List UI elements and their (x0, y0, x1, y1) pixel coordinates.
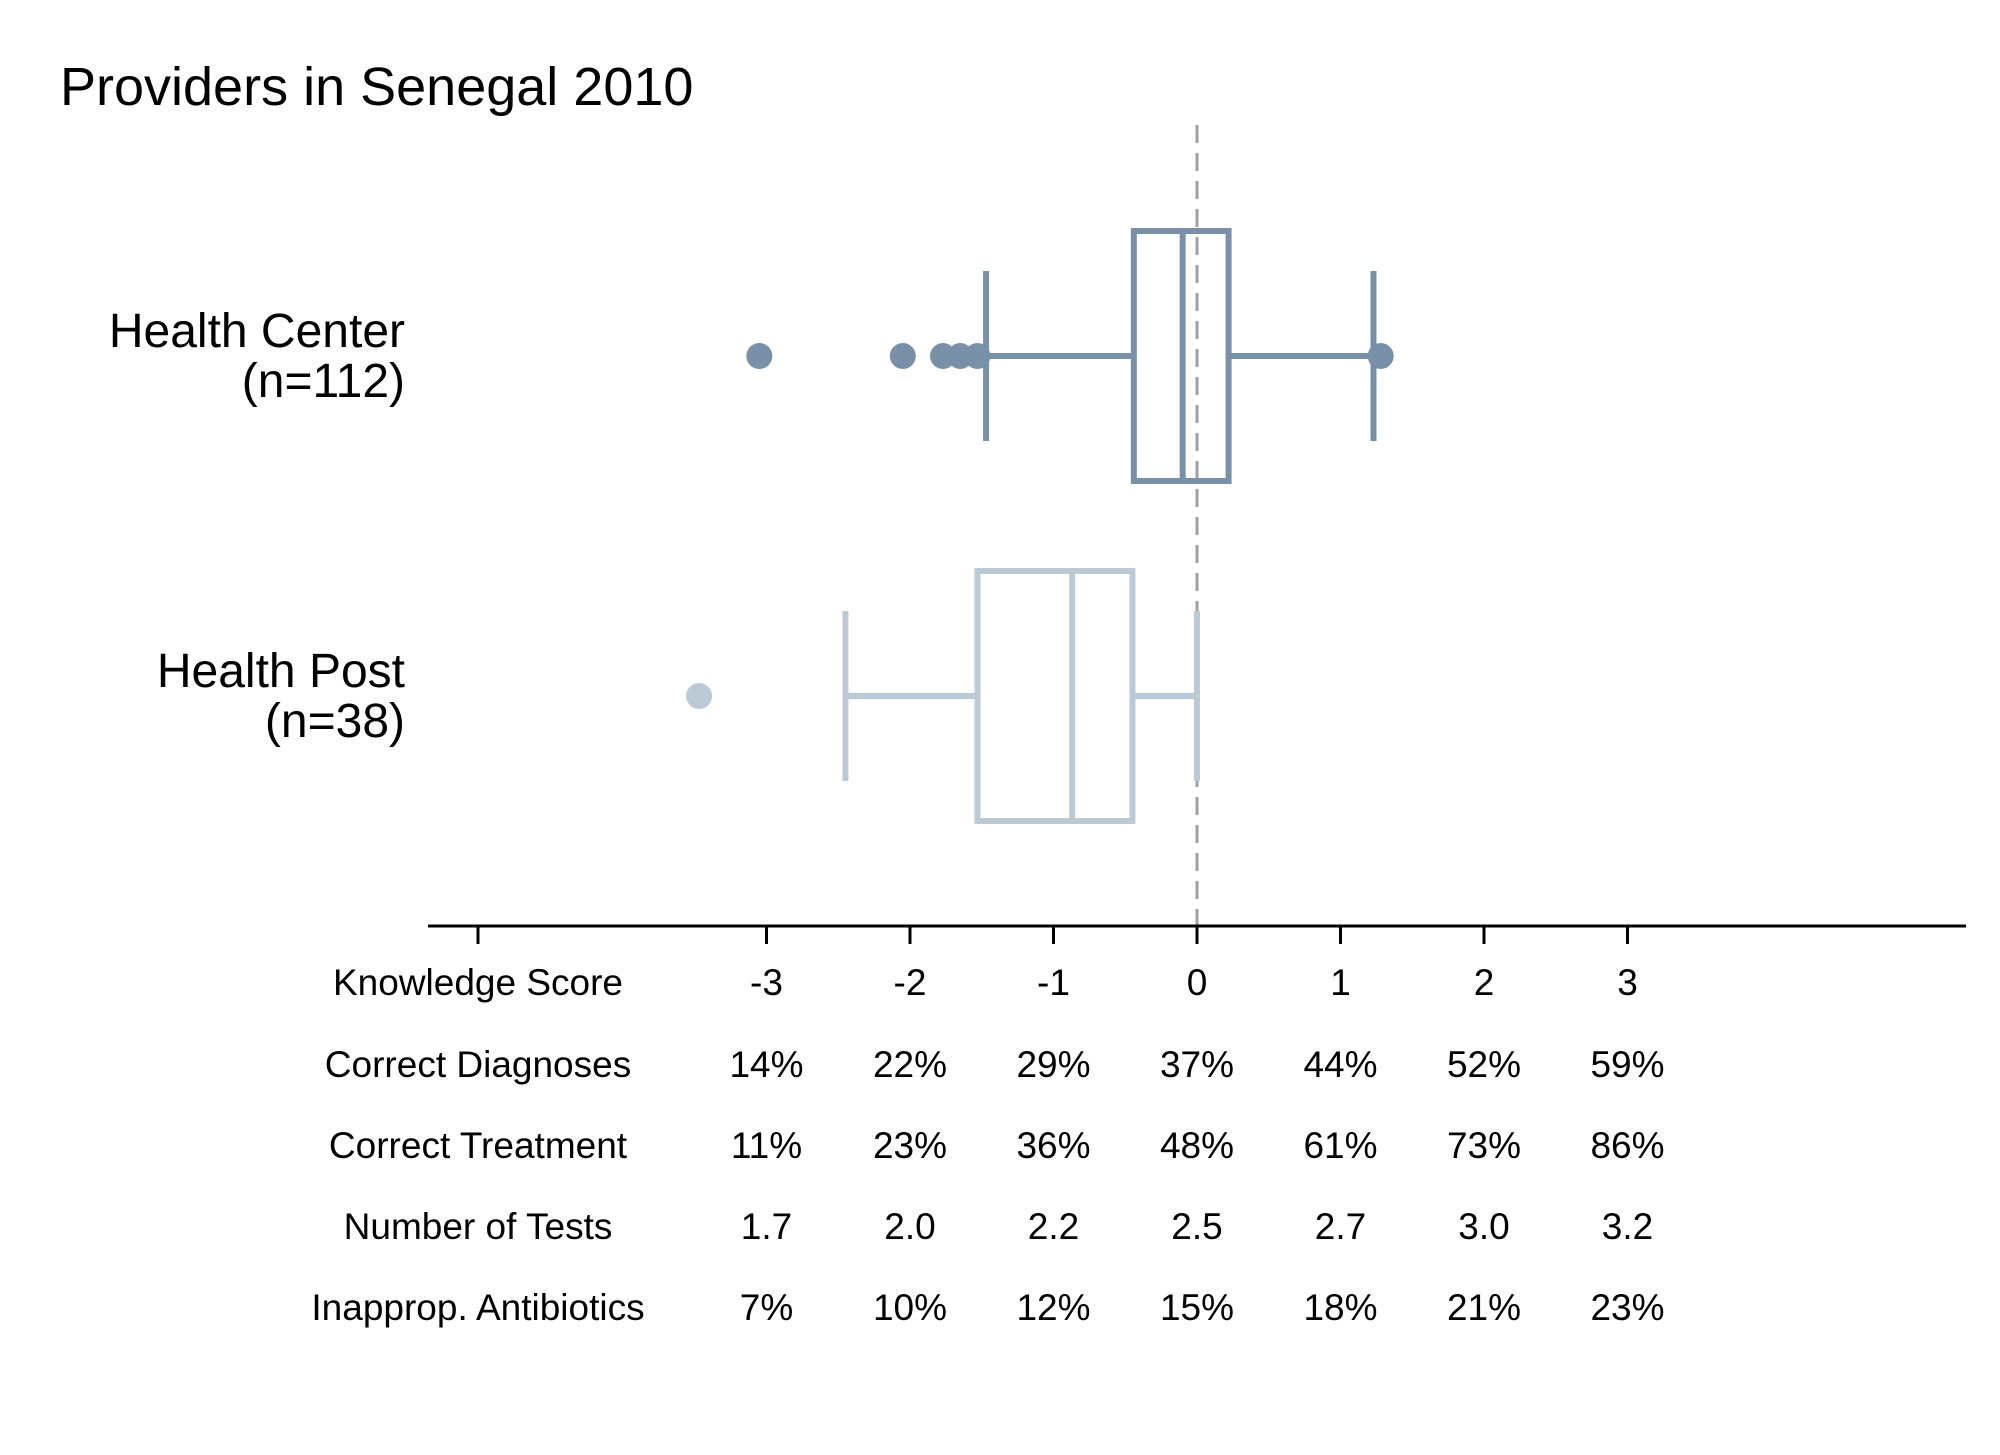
outlier-point (964, 343, 991, 369)
x-axis (428, 924, 1966, 944)
table-cell: 3.2 (1602, 1206, 1653, 1247)
table-cell: -3 (750, 962, 783, 1003)
table-cell: 59% (1590, 1044, 1664, 1085)
group-label: Health Center (109, 305, 405, 358)
table-cell: 2.2 (1028, 1206, 1079, 1247)
table-cell: 21% (1447, 1287, 1521, 1328)
group-n-label: (n=112) (242, 355, 405, 408)
table-cell: 23% (1590, 1287, 1664, 1328)
outlier-point (686, 683, 713, 709)
table-cell: -1 (1037, 962, 1070, 1003)
table-cell: 37% (1160, 1044, 1234, 1085)
group-n-label: (n=38) (265, 695, 405, 748)
table-cell: 23% (873, 1125, 947, 1166)
table-row-label: Number of Tests (344, 1206, 613, 1247)
table-row-label: Correct Diagnoses (325, 1044, 631, 1085)
outlier-point (746, 343, 773, 369)
table-cell: 1 (1330, 962, 1351, 1003)
table-cell: 29% (1016, 1044, 1090, 1085)
table-cell: 2 (1474, 962, 1495, 1003)
chart-title: Providers in Senegal 2010 (60, 57, 693, 117)
table-cell: 15% (1160, 1287, 1234, 1328)
table-cell: 3.0 (1458, 1206, 1509, 1247)
table-row-label: Correct Treatment (329, 1125, 628, 1166)
table-cell: 52% (1447, 1044, 1521, 1085)
table-cell: 36% (1016, 1125, 1090, 1166)
table-row-label: Inapprop. Antibiotics (311, 1287, 644, 1328)
table-cell: 10% (873, 1287, 947, 1328)
stats-table: Knowledge Score -3 -2 -1 0 1 2 3 Correct Diagnos… (311, 962, 1664, 1328)
table-cell: 2.0 (884, 1206, 935, 1247)
outlier-point (1367, 343, 1394, 369)
group-label: Health Post (157, 645, 405, 698)
table-cell: 7% (740, 1287, 793, 1328)
plot-area: Health Center(n=112) Health Post(n=38) (109, 125, 1394, 925)
table-cell: -2 (894, 962, 927, 1003)
table-cell: 0 (1187, 962, 1208, 1003)
table-cell: 61% (1303, 1125, 1377, 1166)
table-cell: 1.7 (741, 1206, 792, 1247)
table-cell: 14% (729, 1044, 803, 1085)
table-cell: 44% (1303, 1044, 1377, 1085)
table-cell: 11% (731, 1125, 802, 1166)
table-cell: 48% (1160, 1125, 1234, 1166)
table-cell: 2.7 (1315, 1206, 1366, 1247)
table-row-label: Knowledge Score (333, 962, 623, 1003)
table-cell: 86% (1590, 1125, 1664, 1166)
box-1: Health Center(n=112) (109, 228, 1394, 484)
iqr-box (974, 568, 1136, 824)
outlier-point (889, 343, 916, 369)
box-2: Health Post(n=38) (157, 568, 1200, 824)
table-cell: 2.5 (1171, 1206, 1222, 1247)
table-cell: 22% (873, 1044, 947, 1085)
table-cell: 3 (1617, 962, 1638, 1003)
table-cell: 12% (1016, 1287, 1090, 1328)
table-cell: 73% (1447, 1125, 1521, 1166)
table-cell: 18% (1303, 1287, 1377, 1328)
